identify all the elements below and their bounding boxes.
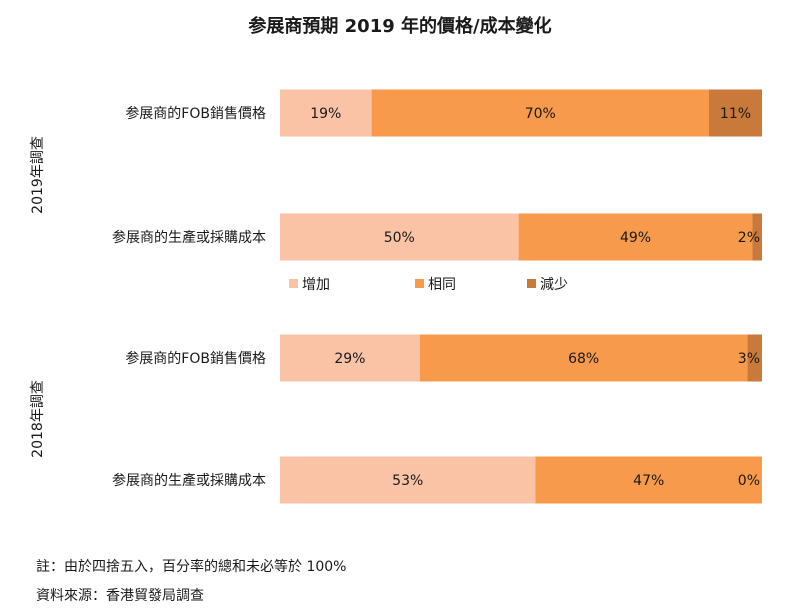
- category-label: 参展商的FOB銷售價格: [125, 350, 266, 367]
- legend-swatch: [415, 279, 424, 288]
- data-label: 2%: [738, 230, 760, 246]
- data-label: 68%: [568, 351, 599, 367]
- bar-segment: [280, 89, 372, 137]
- source-note: 資料來源：香港貿發局調查: [36, 588, 204, 604]
- footnote: 註：由於四捨五入，百分率的總和未必等於 100%: [36, 559, 347, 575]
- legend-swatch: [527, 279, 536, 288]
- legend-swatch: [289, 279, 298, 288]
- bar-segment: [518, 213, 753, 261]
- category-label: 参展商的FOB銷售價格: [125, 105, 266, 122]
- data-label: 11%: [720, 106, 751, 122]
- bar-segment: [747, 334, 762, 382]
- data-label: 0%: [738, 473, 760, 489]
- data-label: 47%: [633, 473, 664, 489]
- data-label: 70%: [525, 106, 556, 122]
- bar-segment: [280, 213, 519, 261]
- data-label: 29%: [334, 351, 365, 367]
- group-label: 2018年調查: [30, 380, 46, 458]
- bar-segment: [535, 456, 762, 504]
- bar-segment: [752, 213, 762, 261]
- legend-label: 減少: [540, 276, 568, 293]
- data-label: 53%: [392, 473, 423, 489]
- bar-segment: [419, 334, 748, 382]
- data-label: 50%: [384, 230, 415, 246]
- bar-segment: [280, 334, 420, 382]
- legend-label: 相同: [428, 277, 456, 293]
- category-label: 参展商的生產或採購成本: [112, 472, 266, 489]
- data-label: 49%: [620, 230, 651, 246]
- legend-label: 增加: [302, 277, 330, 293]
- data-label: 19%: [310, 106, 341, 122]
- data-label: 3%: [738, 351, 760, 367]
- category-label: 参展商的生產或採購成本: [112, 229, 266, 246]
- chart-title: 参展商預期 2019 年的價格/成本變化: [248, 16, 552, 37]
- bar-segment: [708, 89, 762, 137]
- bar-segment: [280, 456, 536, 504]
- bar-segment: [371, 89, 709, 137]
- group-label: 2019年調查: [30, 136, 46, 214]
